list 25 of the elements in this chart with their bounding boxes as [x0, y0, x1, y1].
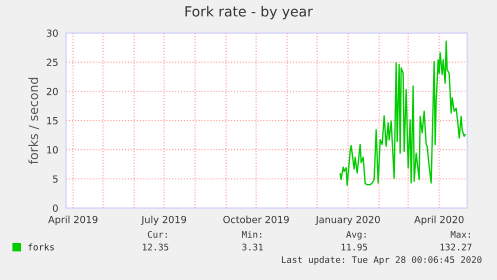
x-tick-label: April 2019: [48, 216, 98, 226]
text: 132.27: [440, 244, 472, 250]
x-tick-label: July 2019: [140, 216, 186, 226]
y-tick-label: 30: [46, 30, 58, 37]
y-axis-title: forks / second: [28, 78, 40, 164]
line-series: [339, 40, 466, 186]
y-tick-label: 10: [47, 146, 58, 154]
text: 3.31: [242, 244, 263, 250]
text: Avg:: [346, 231, 366, 240]
y-tick-label: 25: [46, 58, 58, 66]
x-tick-label: January 2020: [315, 216, 380, 226]
text: Cur:: [148, 231, 167, 238]
legend-label: forks: [28, 243, 54, 250]
text: Max:: [450, 231, 470, 238]
x-tick-label: April 2020: [414, 216, 464, 226]
text: Last update: Tue Apr 28 00:06:45 2020: [282, 256, 482, 265]
y-tick-label: 15: [47, 117, 58, 124]
y-tick-label: 20: [46, 88, 58, 96]
text: Min:: [242, 230, 262, 238]
text: 11.95: [342, 244, 368, 250]
text: 12.35: [142, 244, 168, 250]
y-tick-label: 0: [52, 204, 58, 212]
chart-title: Fork rate - by year: [186, 6, 313, 20]
y-tick-label: 5: [53, 175, 58, 183]
x-tick-label: October 2019: [223, 216, 289, 224]
